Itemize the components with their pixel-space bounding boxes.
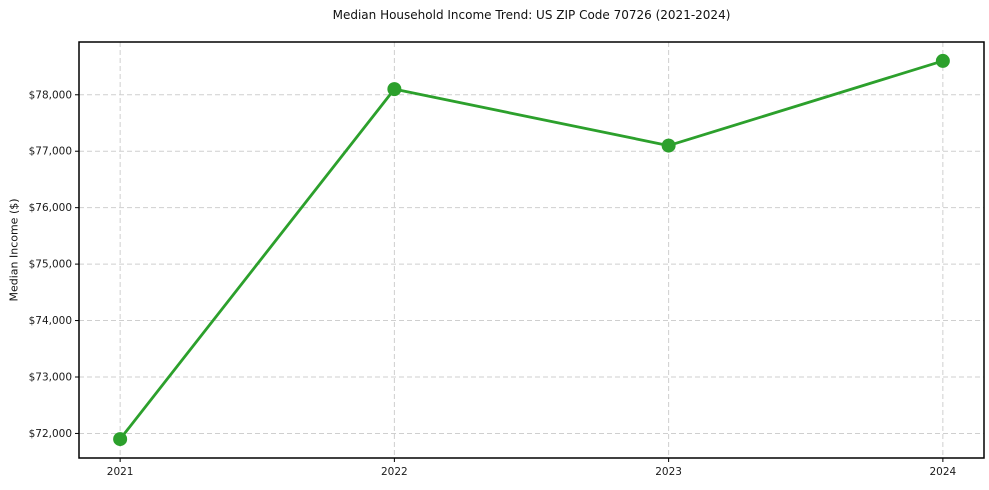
y-axis-label: Median Income ($) bbox=[7, 198, 21, 302]
chart-title: Median Household Income Trend: US ZIP Co… bbox=[332, 8, 731, 22]
y-tick-label: $75,000 bbox=[29, 259, 72, 271]
plot-border bbox=[78, 41, 985, 459]
data-point bbox=[661, 138, 676, 153]
x-tick-label: 2024 bbox=[929, 466, 956, 478]
y-tick-label: $76,000 bbox=[29, 202, 72, 214]
y-tick-label: $72,000 bbox=[29, 428, 72, 440]
y-tick-label: $77,000 bbox=[29, 146, 72, 158]
y-tick-label: $78,000 bbox=[29, 89, 72, 101]
data-point bbox=[113, 432, 128, 447]
x-tick-label: 2023 bbox=[655, 466, 682, 478]
trend-line bbox=[118, 59, 945, 441]
x-tick-label: 2022 bbox=[381, 466, 408, 478]
y-tick-label: $73,000 bbox=[29, 372, 72, 384]
x-tick-label: 2021 bbox=[107, 466, 134, 478]
data-point bbox=[935, 53, 950, 68]
y-tick-label: $74,000 bbox=[29, 315, 72, 327]
data-point bbox=[387, 82, 402, 97]
